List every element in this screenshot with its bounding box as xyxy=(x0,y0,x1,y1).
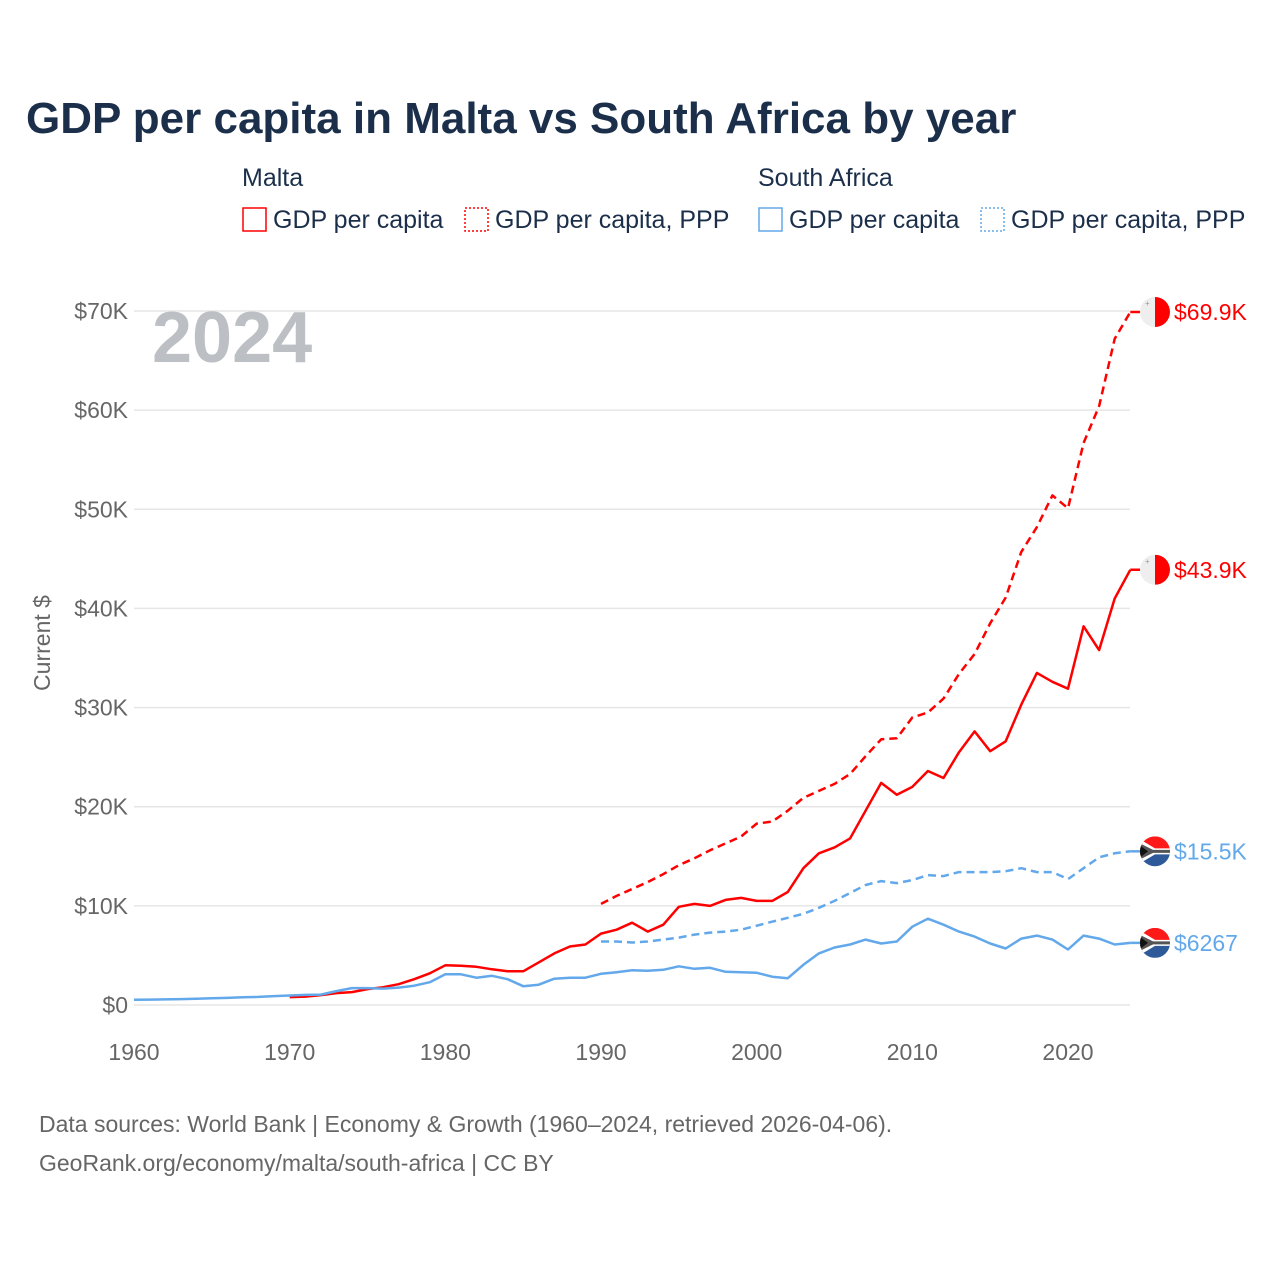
legend-swatch-sa-ppp[interactable] xyxy=(980,207,1005,232)
y-tick-label: $30K xyxy=(74,695,128,721)
end-value-label: $43.9K xyxy=(1174,557,1248,583)
legend-item-sa-gdp[interactable]: GDP per capita xyxy=(789,206,960,234)
legend-group-south-africa: South Africa xyxy=(758,164,893,192)
series-lines xyxy=(133,310,1140,1001)
y-tick-label: $40K xyxy=(74,595,128,621)
legend-item-sa-ppp[interactable]: GDP per capita, PPP xyxy=(1011,206,1245,234)
x-axis-ticks: 1960 1970 1980 1990 2000 2010 2020 xyxy=(108,1039,1093,1065)
svg-text:+: + xyxy=(1145,299,1150,308)
legend-item-malta-ppp[interactable]: GDP per capita, PPP xyxy=(495,206,729,234)
malta-flag-icon: + xyxy=(1140,554,1170,585)
end-value-label: $69.9K xyxy=(1174,299,1248,325)
legend-group-malta: Malta xyxy=(242,164,303,192)
legend-swatch-sa-gdp[interactable] xyxy=(758,207,783,232)
x-tick-label: 1970 xyxy=(264,1039,315,1065)
legend: Malta GDP per capita GDP per capita, PPP… xyxy=(242,164,1245,234)
x-tick-label: 2020 xyxy=(1042,1039,1093,1065)
south-africa-flag-icon xyxy=(1140,927,1170,958)
series-line-0[interactable] xyxy=(289,569,1132,999)
x-tick-label: 1960 xyxy=(108,1039,159,1065)
source-line-2[interactable]: GeoRank.org/economy/malta/south-africa |… xyxy=(39,1150,554,1176)
svg-text:+: + xyxy=(1145,557,1150,566)
highlight-year: 2024 xyxy=(152,298,312,378)
x-tick-label: 1990 xyxy=(575,1039,626,1065)
chart-title: GDP per capita in Malta vs South Africa … xyxy=(26,94,1016,143)
legend-swatch-malta-gdp[interactable] xyxy=(242,207,267,232)
y-tick-label: $70K xyxy=(74,298,128,324)
x-tick-label: 1980 xyxy=(420,1039,471,1065)
y-axis-label: Current $ xyxy=(29,595,55,691)
y-tick-label: $10K xyxy=(74,893,128,919)
series-line-1[interactable] xyxy=(600,311,1132,906)
x-tick-label: 2010 xyxy=(887,1039,938,1065)
south-africa-flag-icon xyxy=(1140,836,1170,867)
y-tick-label: $60K xyxy=(74,397,128,423)
x-tick-label: 2000 xyxy=(731,1039,782,1065)
y-axis-ticks: $0 $10K $20K $30K $40K $50K $60K $70K xyxy=(74,298,128,1018)
gridlines xyxy=(134,310,1130,1006)
end-value-label: $6267 xyxy=(1174,930,1238,956)
end-labels: + $43.9K + $69.9K $6267 $15.5K xyxy=(1140,296,1248,958)
end-value-label: $15.5K xyxy=(1174,838,1248,864)
legend-swatch-malta-ppp[interactable] xyxy=(464,207,489,232)
malta-flag-icon: + xyxy=(1140,296,1170,327)
series-line-3[interactable] xyxy=(601,850,1131,944)
y-tick-label: $0 xyxy=(102,992,128,1018)
y-tick-label: $20K xyxy=(74,794,128,820)
source-line-1: Data sources: World Bank | Economy & Gro… xyxy=(39,1111,892,1137)
series-line-2[interactable] xyxy=(133,917,1131,1001)
legend-item-malta-gdp[interactable]: GDP per capita xyxy=(273,206,444,234)
y-tick-label: $50K xyxy=(74,496,128,522)
